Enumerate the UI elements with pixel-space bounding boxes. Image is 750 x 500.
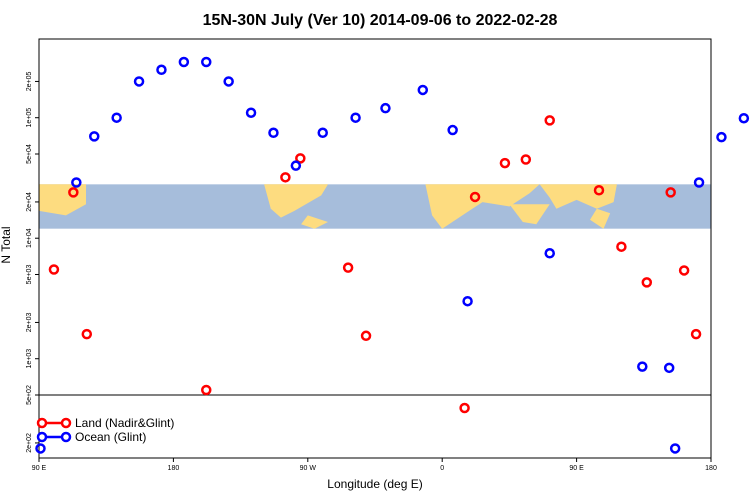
- x-tick-label: 90 W: [300, 465, 317, 472]
- legend-marker: [36, 417, 48, 429]
- ocean-point: [663, 362, 675, 374]
- ocean-point: [669, 443, 681, 454]
- land-point: [678, 265, 690, 276]
- legend-marker: [36, 431, 48, 443]
- y-tick-label: 5e+04: [26, 144, 33, 164]
- land-point: [81, 328, 93, 340]
- x-axis-label: Longitude (deg E): [327, 477, 422, 491]
- x-tick-label: 90 E: [569, 465, 584, 472]
- ocean-point: [544, 248, 555, 259]
- ocean-point: [35, 443, 46, 454]
- land-point: [593, 185, 605, 196]
- land-point: [544, 115, 555, 126]
- ocean-point: [111, 112, 122, 123]
- x-tick-label: 90 E: [32, 465, 47, 472]
- x-tick-label: 0: [440, 465, 444, 472]
- y-axis: 2e+02 5e+02 1e+03 2e+03 5e+03 1e+04 2e+04 5e+04…: [26, 72, 39, 453]
- land-shape-5: [539, 184, 617, 209]
- ocean-point: [245, 107, 257, 118]
- land-shape-2: [301, 215, 328, 229]
- x-tick-label: 180: [168, 465, 180, 472]
- legend-marker: [60, 417, 72, 429]
- ocean-point: [201, 56, 212, 68]
- land-point: [201, 384, 212, 396]
- land-point: [68, 187, 79, 198]
- legend-label: Ocean (Glint): [75, 430, 146, 444]
- data-points: [35, 56, 750, 454]
- y-tick-label: 5e+02: [26, 385, 33, 405]
- ocean-point: [71, 177, 82, 188]
- ocean-point: [462, 295, 473, 307]
- ocean-point: [637, 361, 648, 372]
- ocean-point: [380, 102, 391, 114]
- y-tick-label: 1e+04: [26, 228, 33, 248]
- land-shape-0: [39, 184, 86, 216]
- land-point: [342, 262, 354, 273]
- land-shape-1: [264, 184, 328, 218]
- ocean-point: [417, 84, 429, 96]
- legend-marker: [60, 431, 72, 443]
- y-tick-label: 2e+05: [26, 72, 33, 92]
- y-tick-label: 1e+03: [26, 349, 33, 369]
- land-shape-3: [425, 184, 540, 229]
- land-point: [520, 154, 532, 165]
- world-map-band: [39, 184, 711, 229]
- ocean-point: [738, 112, 750, 124]
- land-point: [665, 187, 676, 198]
- y-tick-label: 2e+04: [26, 192, 33, 212]
- y-tick-label: 1e+05: [26, 108, 33, 128]
- plot-frame: [38, 38, 712, 459]
- land-point: [280, 172, 291, 183]
- ocean-point: [268, 127, 279, 139]
- ocean-point: [156, 64, 167, 76]
- ocean-point: [447, 124, 458, 136]
- y-axis-label: N Total: [0, 226, 13, 263]
- land-shape-4: [509, 204, 550, 225]
- y-tick-label: 5e+03: [26, 265, 33, 285]
- ocean-point: [350, 112, 361, 123]
- ocean-point: [716, 131, 727, 143]
- land-point: [499, 157, 511, 169]
- land-point: [616, 241, 627, 252]
- land-shape-6: [590, 208, 611, 229]
- land-point: [295, 153, 306, 164]
- legend: Land (Nadir&Glint)Ocean (Glint): [36, 416, 174, 444]
- legend-label: Land (Nadir&Glint): [75, 416, 174, 430]
- x-tick-label: 180: [705, 465, 717, 472]
- ocean-point: [89, 131, 100, 142]
- land-point: [48, 264, 60, 275]
- ocean-point: [693, 177, 705, 188]
- ocean-point: [178, 56, 190, 68]
- y-tick-label: 2e+03: [26, 313, 33, 333]
- ocean-point: [133, 76, 145, 87]
- ocean-point: [317, 127, 328, 139]
- ocean-point: [290, 160, 302, 171]
- ocean-point: [223, 76, 234, 87]
- land-point: [690, 328, 702, 340]
- chart-title: 15N-30N July (Ver 10) 2014-09-06 to 2022…: [203, 12, 558, 29]
- land-point: [469, 191, 481, 203]
- land-point: [641, 277, 653, 288]
- land-point: [360, 330, 372, 342]
- x-axis: 90 E 180 90 W 0 90 E 180: [32, 458, 717, 472]
- y-tick-label: 2e+02: [26, 433, 33, 453]
- land-point: [459, 402, 470, 414]
